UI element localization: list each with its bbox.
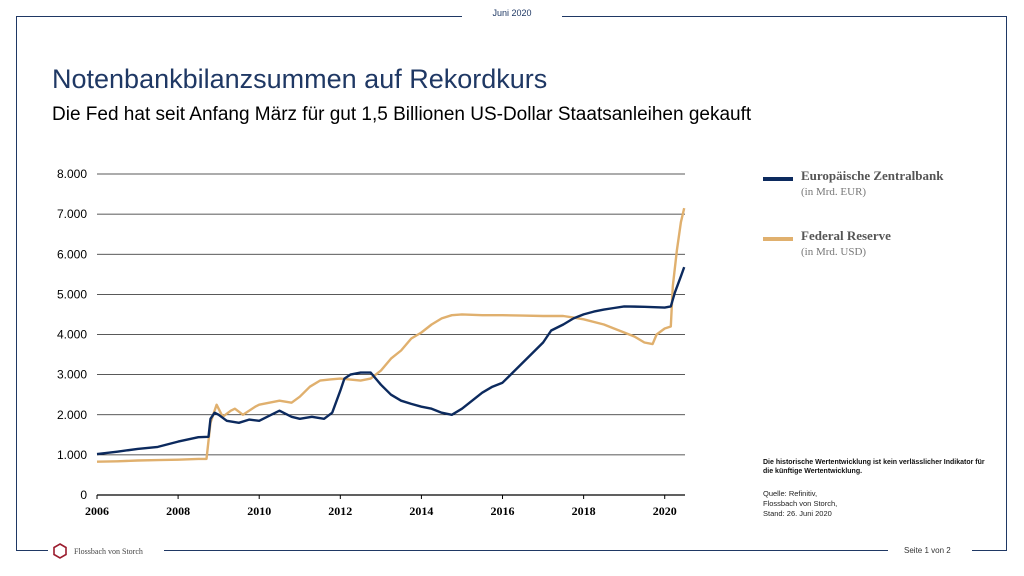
legend-name-ecb: Europäische Zentralbank xyxy=(801,168,944,183)
header-date: Juni 2020 xyxy=(492,8,532,18)
x-tick-label: 2006 xyxy=(85,504,109,518)
y-tick-label: 4.000 xyxy=(57,328,87,342)
legend-swatch-ecb xyxy=(763,177,793,181)
y-tick-label: 1.000 xyxy=(57,448,87,462)
x-tick-label: 2020 xyxy=(653,504,677,518)
legend-swatch-fed xyxy=(763,237,793,241)
x-tick-label: 2010 xyxy=(247,504,271,518)
disclaimer-note: Die historische Wertentwicklung ist kein… xyxy=(763,459,985,476)
footer-rule-middle xyxy=(164,550,888,551)
legend-name-fed: Federal Reserve xyxy=(801,228,891,243)
y-tick-label: 7.000 xyxy=(57,207,87,221)
source-line: Stand: 26. Juni 2020 xyxy=(763,509,832,519)
y-tick-label: 5.000 xyxy=(57,287,87,301)
y-tick-label: 6.000 xyxy=(57,247,87,261)
page-number: Seite 1 von 2 xyxy=(904,546,951,555)
company-logo: Flossbach von Storch xyxy=(52,543,143,559)
footer-rule-right xyxy=(972,550,1007,551)
logo-text: Flossbach von Storch xyxy=(74,546,143,556)
y-tick-label: 2.000 xyxy=(57,408,87,422)
header-gap xyxy=(462,10,562,24)
source-line: Quelle: Refinitiv, xyxy=(763,489,818,498)
series-line-ecb xyxy=(96,266,686,456)
y-tick-label: 8.000 xyxy=(57,167,87,181)
page-title: Notenbankbilanzsummen auf Rekordkurs xyxy=(52,64,548,94)
footer-rule-left xyxy=(16,550,48,551)
x-tick-label: 2014 xyxy=(409,504,433,518)
y-tick-label: 0 xyxy=(80,488,87,502)
legend-unit-ecb: (in Mrd. EUR) xyxy=(801,186,867,198)
source-note: Quelle: Refinitiv, Flossbach von Storch,… xyxy=(763,489,837,519)
line-chart: 0 1.000 2.000 3.000 4.000 5.000 6.000 7.000 8.00… xyxy=(57,167,686,518)
series-line-fed xyxy=(96,207,686,463)
x-tick-label: 2012 xyxy=(328,504,352,518)
x-tick-label: 2016 xyxy=(491,504,515,518)
source-line: Flossbach von Storch, xyxy=(763,499,838,509)
legend-unit-fed: (in Mrd. USD) xyxy=(801,246,867,258)
y-tick-label: 3.000 xyxy=(57,368,87,382)
logo-icon xyxy=(53,543,67,559)
x-tick-label: 2018 xyxy=(572,504,596,518)
x-tick-label: 2008 xyxy=(166,504,190,518)
page-subtitle: Die Fed hat seit Anfang März für gut 1,5… xyxy=(52,104,752,125)
